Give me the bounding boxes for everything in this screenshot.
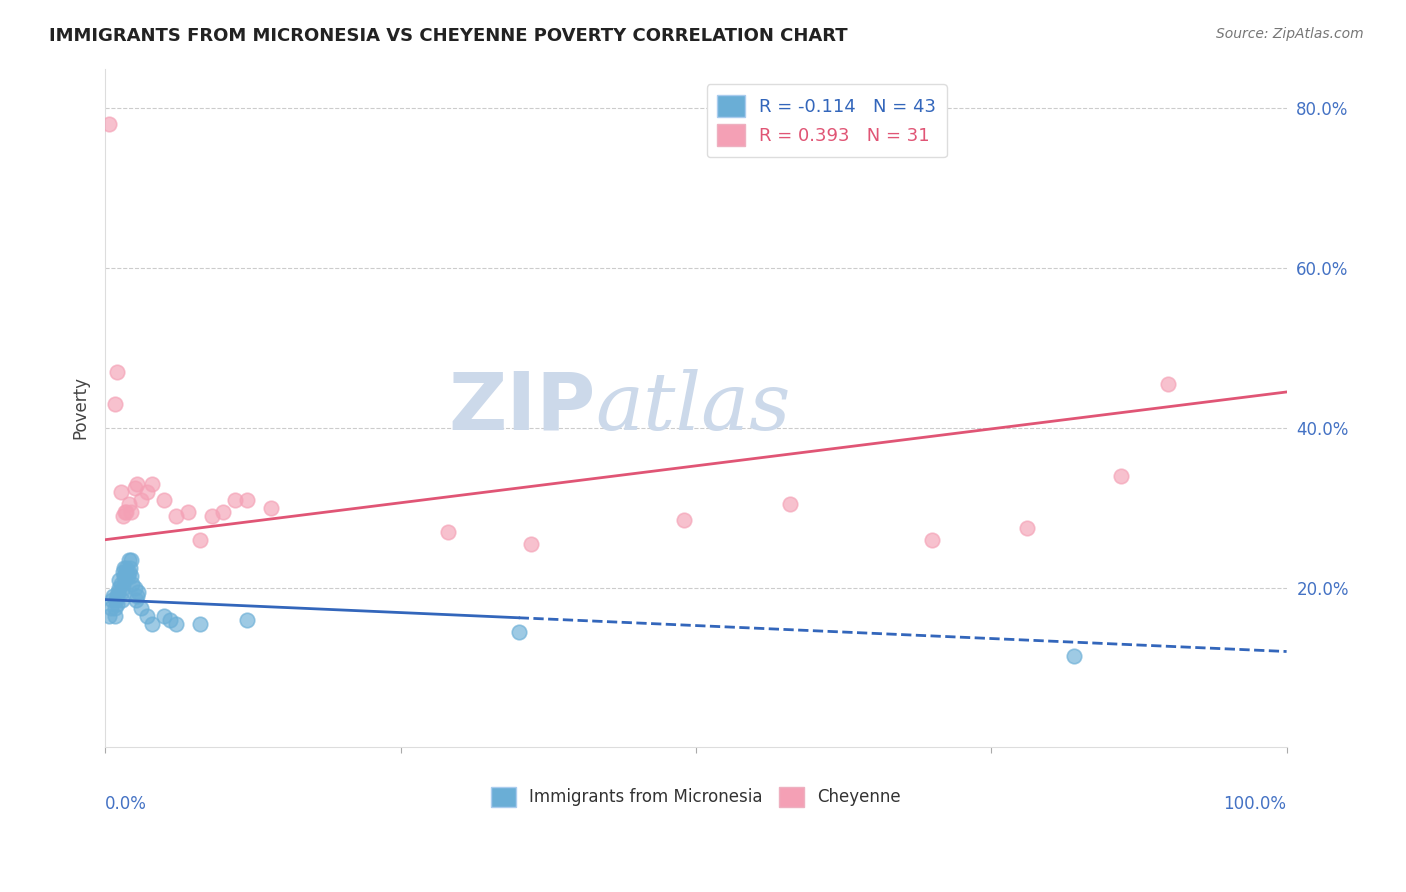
Point <box>1063 648 1085 663</box>
Point <box>135 484 157 499</box>
Point <box>177 505 200 519</box>
Text: ZIP: ZIP <box>449 369 596 447</box>
Text: Source: ZipAtlas.com: Source: ZipAtlas.com <box>1216 27 1364 41</box>
Point <box>259 500 281 515</box>
Point <box>224 492 246 507</box>
Point <box>100 600 122 615</box>
Point <box>124 581 146 595</box>
Point <box>112 560 135 574</box>
Point <box>112 568 135 582</box>
Text: atlas: atlas <box>596 369 790 447</box>
Point <box>111 565 134 579</box>
Point <box>165 508 187 523</box>
Point <box>104 397 127 411</box>
Point <box>120 505 142 519</box>
Point <box>97 608 120 623</box>
Point <box>108 573 131 587</box>
Point <box>104 592 127 607</box>
Point <box>107 584 129 599</box>
Point <box>124 481 146 495</box>
Point <box>120 568 142 582</box>
Point <box>111 592 134 607</box>
Point <box>165 616 187 631</box>
Point <box>159 613 181 627</box>
Point <box>111 508 134 523</box>
Legend: Immigrants from Micronesia, Cheyenne: Immigrants from Micronesia, Cheyenne <box>484 780 908 814</box>
Point <box>111 584 134 599</box>
Point <box>110 576 132 591</box>
Point <box>127 584 149 599</box>
Point <box>114 505 136 519</box>
Point <box>108 581 131 595</box>
Point <box>437 524 460 539</box>
Point <box>153 492 176 507</box>
Point <box>115 505 138 519</box>
Point <box>104 600 127 615</box>
Point <box>141 476 163 491</box>
Point <box>125 592 148 607</box>
Y-axis label: Poverty: Poverty <box>72 376 89 440</box>
Point <box>103 589 125 603</box>
Point <box>236 492 259 507</box>
Point <box>101 592 124 607</box>
Point <box>121 576 143 591</box>
Point <box>127 476 149 491</box>
Point <box>117 568 139 582</box>
Point <box>1157 376 1180 391</box>
Text: IMMIGRANTS FROM MICRONESIA VS CHEYENNE POVERTY CORRELATION CHART: IMMIGRANTS FROM MICRONESIA VS CHEYENNE P… <box>49 27 848 45</box>
Point <box>212 505 235 519</box>
Point <box>673 513 696 527</box>
Point <box>115 565 138 579</box>
Point <box>519 537 541 551</box>
Point <box>118 552 141 566</box>
Point <box>118 560 141 574</box>
Point <box>118 565 141 579</box>
Point <box>236 613 259 627</box>
Point <box>114 573 136 587</box>
Point <box>779 497 801 511</box>
Point <box>921 533 943 547</box>
Text: 0.0%: 0.0% <box>105 795 148 813</box>
Text: 100.0%: 100.0% <box>1223 795 1286 813</box>
Point <box>120 552 142 566</box>
Point <box>111 581 134 595</box>
Point <box>115 560 138 574</box>
Point <box>188 533 211 547</box>
Point <box>508 624 530 639</box>
Point <box>200 508 222 523</box>
Point <box>127 589 149 603</box>
Point <box>118 497 141 511</box>
Point <box>104 608 127 623</box>
Point <box>105 365 128 379</box>
Point <box>141 616 163 631</box>
Point <box>153 608 176 623</box>
Point <box>129 492 152 507</box>
Point <box>188 616 211 631</box>
Point <box>135 608 157 623</box>
Point <box>1109 468 1132 483</box>
Point <box>1015 521 1038 535</box>
Point <box>105 589 128 603</box>
Point <box>97 117 120 131</box>
Point <box>105 597 128 611</box>
Point <box>110 484 132 499</box>
Point <box>129 600 152 615</box>
